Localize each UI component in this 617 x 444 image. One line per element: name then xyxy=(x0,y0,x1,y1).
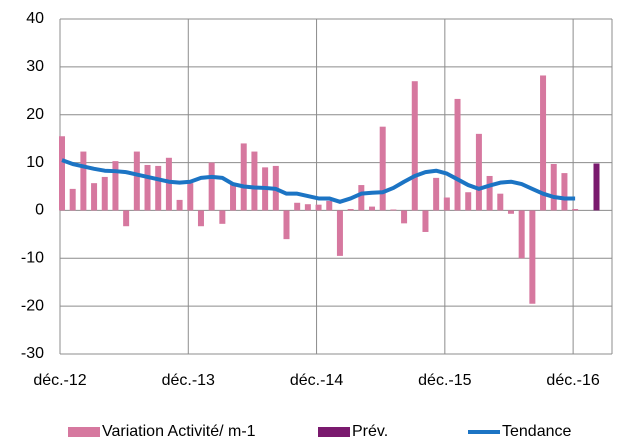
bar xyxy=(155,165,162,211)
bar xyxy=(283,210,290,240)
trend-line xyxy=(61,158,576,204)
legend-swatch xyxy=(318,427,350,437)
bar xyxy=(379,126,386,211)
bar xyxy=(529,210,536,304)
bar xyxy=(497,193,504,211)
bar xyxy=(550,164,557,211)
y-tick-label: 40 xyxy=(26,10,44,27)
bar xyxy=(540,75,547,211)
bar xyxy=(123,210,130,227)
bar xyxy=(133,151,140,211)
y-tick-label: -10 xyxy=(21,250,44,267)
bar xyxy=(208,162,215,211)
bar xyxy=(176,199,183,211)
bar xyxy=(91,183,98,211)
legend-swatch xyxy=(68,427,100,437)
bar xyxy=(443,197,450,211)
y-tick-label: 20 xyxy=(26,106,44,123)
bar xyxy=(422,210,429,232)
bar xyxy=(80,151,87,211)
x-tick-label: déc.-14 xyxy=(290,372,343,389)
legend-label: Variation Activité/ m-1 xyxy=(102,423,256,440)
x-tick-label: déc.-15 xyxy=(418,372,471,389)
legend-label: Tendance xyxy=(502,423,571,440)
bar xyxy=(433,177,440,211)
bar xyxy=(112,161,119,211)
bar xyxy=(507,210,514,214)
bar xyxy=(593,163,600,211)
y-tick-label: 0 xyxy=(35,202,44,219)
x-tick-label: déc.-12 xyxy=(33,372,86,389)
bar xyxy=(144,164,151,211)
bar xyxy=(165,157,172,211)
bar xyxy=(101,176,108,211)
y-tick-label: -20 xyxy=(21,297,44,314)
bar xyxy=(315,204,322,211)
bar xyxy=(347,208,354,211)
bar xyxy=(304,204,311,211)
bar xyxy=(197,210,204,227)
bar xyxy=(390,209,397,211)
y-tick-label: -30 xyxy=(21,345,44,362)
bar xyxy=(465,192,472,211)
bar xyxy=(486,175,493,211)
bar xyxy=(59,136,65,211)
x-tick-label: déc.-16 xyxy=(546,372,599,389)
bar xyxy=(358,185,365,211)
bar xyxy=(230,184,237,211)
bar xyxy=(369,206,376,211)
bar xyxy=(518,210,525,259)
y-tick-label: 30 xyxy=(26,58,44,75)
bar xyxy=(240,143,247,211)
bar xyxy=(475,133,482,211)
bar xyxy=(561,173,568,211)
bar xyxy=(401,210,408,224)
y-tick-label: 10 xyxy=(26,154,44,171)
bar xyxy=(572,208,579,211)
bar xyxy=(336,210,343,256)
bar xyxy=(411,81,418,211)
bar xyxy=(69,188,76,211)
bar xyxy=(294,202,301,211)
x-tick-label: déc.-13 xyxy=(162,372,215,389)
bar xyxy=(326,200,333,211)
bar xyxy=(454,98,461,211)
bar xyxy=(219,210,226,224)
legend-label: Prév. xyxy=(352,423,388,440)
bar xyxy=(251,151,258,211)
bar xyxy=(187,183,194,211)
